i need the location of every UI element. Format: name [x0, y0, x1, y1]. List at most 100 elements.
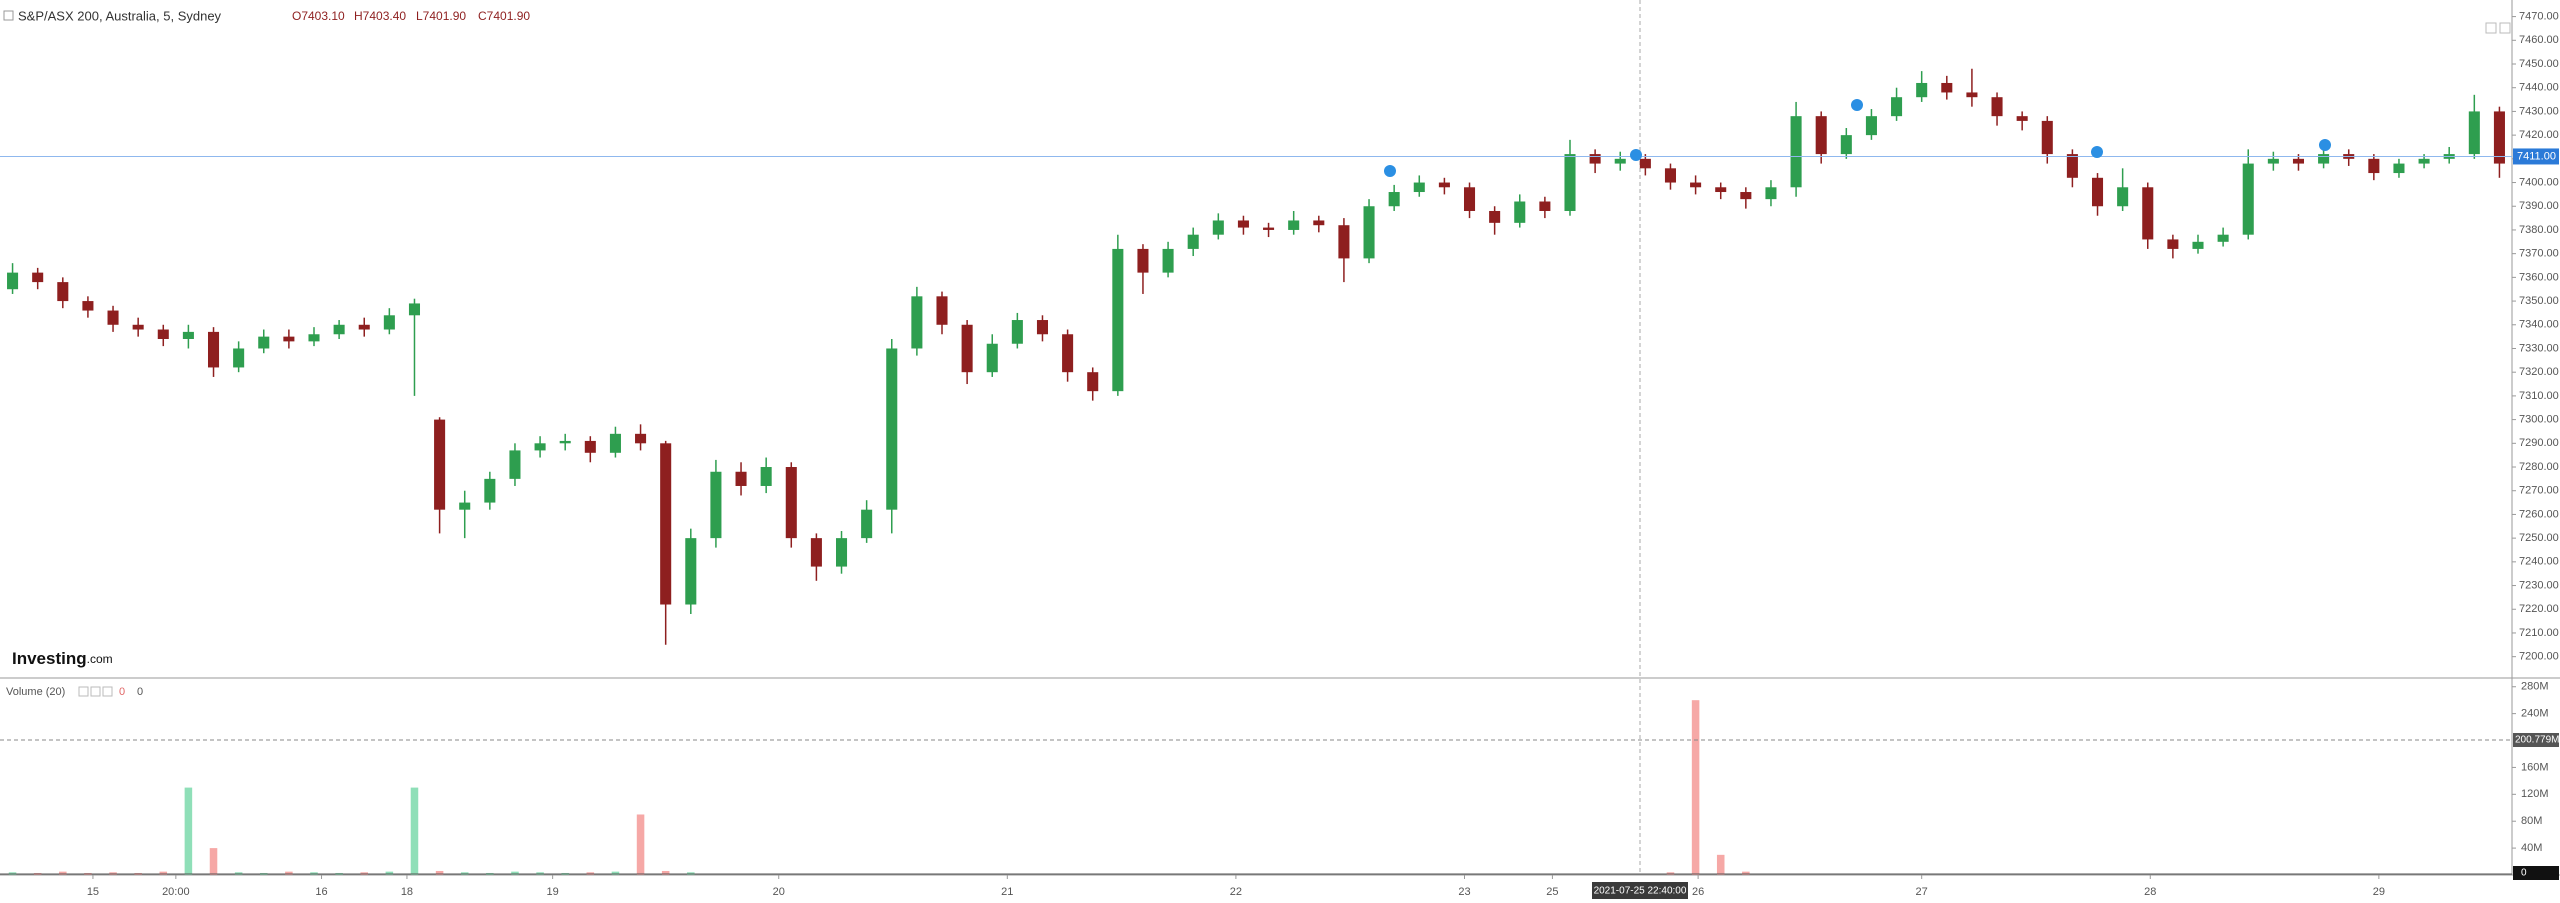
- icon[interactable]: [78, 686, 89, 697]
- candle-body: [459, 502, 471, 510]
- candle-body: [308, 334, 320, 342]
- candle-body: [1840, 135, 1852, 155]
- plot: 7200.00 7210.00 7220.00 7230.00 7240.00 7250.…: [0, 11, 2559, 898]
- collapse-icon[interactable]: [3, 10, 14, 21]
- candle-body: [1489, 210, 1501, 223]
- candle-body: [1991, 97, 2003, 117]
- x-tick-label: 25: [1546, 886, 1558, 898]
- candle-body: [1011, 320, 1023, 344]
- candle-body: [1363, 206, 1375, 259]
- news-marker[interactable]: [2319, 139, 2331, 151]
- candle-body: [2292, 158, 2305, 164]
- candle-body: [810, 538, 822, 567]
- candle-body: [333, 324, 345, 335]
- x-tick-label: 29: [2373, 886, 2385, 898]
- y-tick-label: 7430.00: [2519, 105, 2559, 117]
- icon[interactable]: [102, 686, 113, 697]
- candle-body: [2091, 177, 2104, 207]
- candle-body: [635, 433, 647, 444]
- candle-body: [1463, 187, 1476, 211]
- candle-body: [1062, 334, 1074, 373]
- candle-body: [358, 324, 370, 330]
- candle-body: [509, 450, 521, 479]
- x-tick-label: 28: [2144, 886, 2156, 898]
- candle-body: [1664, 168, 1677, 183]
- candle-body: [1564, 154, 1576, 211]
- y-tick-label: 7450.00: [2519, 58, 2559, 70]
- news-marker[interactable]: [1384, 165, 1396, 177]
- volume-bar: [159, 871, 168, 875]
- y-tick-label: 7280.00: [2519, 461, 2559, 473]
- candle-body: [1614, 158, 1626, 164]
- candle-body: [559, 440, 571, 444]
- header: S&P/ASX 200, Australia, 5, Sydney O7403.…: [3, 8, 2511, 698]
- volume-bar: [410, 787, 419, 875]
- y-tick-label: 7330.00: [2519, 342, 2559, 354]
- x-tick-label: 19: [547, 886, 559, 898]
- candle-body: [157, 329, 169, 339]
- volume-bar: [1716, 854, 1725, 875]
- news-marker[interactable]: [1851, 99, 1863, 111]
- candle-body: [1263, 227, 1275, 230]
- candle-body: [258, 336, 270, 349]
- candle-body: [861, 509, 873, 539]
- candle-body: [1589, 154, 1601, 164]
- y-tick-label: 40M: [2521, 842, 2542, 854]
- candle-body: [660, 443, 672, 605]
- candle-body: [534, 443, 546, 451]
- candle-body: [760, 467, 772, 486]
- candle-body: [2066, 154, 2078, 178]
- y-tick-label: 240M: [2521, 708, 2549, 720]
- y-tick-label: 7400.00: [2519, 176, 2559, 188]
- candle-body: [1112, 248, 1124, 392]
- icon[interactable]: [90, 686, 101, 697]
- y-tick-label: 7360.00: [2519, 271, 2559, 283]
- news-marker[interactable]: [2091, 146, 2103, 158]
- candle-body: [1036, 320, 1049, 335]
- candle-body: [886, 348, 898, 510]
- y-tick-label: 7340.00: [2519, 319, 2559, 331]
- news-marker[interactable]: [1630, 149, 1642, 161]
- icon[interactable]: [2499, 22, 2511, 34]
- y-tick-label: 7380.00: [2519, 224, 2559, 236]
- frame: [0, 0, 2560, 876]
- candle-body: [2142, 187, 2154, 240]
- candle-body: [408, 303, 421, 316]
- candle-body: [2242, 163, 2254, 235]
- candle-body: [1966, 92, 1978, 98]
- y-tick-label: 7220.00: [2519, 603, 2559, 615]
- price-label: 7411.00: [2517, 150, 2556, 162]
- candle-body: [2016, 116, 2028, 121]
- candle-body: [82, 301, 94, 311]
- candle-body: [2418, 158, 2430, 164]
- reference-label-box: [2513, 733, 2559, 748]
- y-tick-label: 7200.00: [2519, 651, 2559, 663]
- crosshair-label-text: 2021-07-25 22:40:00: [1594, 886, 1687, 897]
- y-tick-label: 7250.00: [2519, 532, 2559, 544]
- candle-body: [936, 296, 948, 325]
- candle-body: [57, 282, 69, 302]
- candle-body: [1690, 182, 1702, 188]
- volume-bar: [511, 871, 519, 875]
- candle-body: [2368, 158, 2380, 174]
- ohlc-value: C7401.90: [478, 9, 530, 23]
- logo-name: Investing: [12, 649, 87, 668]
- ohlc-legend: O7403.10 H7403.40 L7401.90 C7401.90: [292, 9, 530, 23]
- x-tick-label: 22: [1230, 886, 1242, 898]
- x-tick-label: 21: [1001, 886, 1013, 898]
- y-tick-label: 7300.00: [2519, 414, 2559, 426]
- candle-body: [2041, 120, 2053, 155]
- candle-body: [785, 467, 797, 539]
- last-value-label: 0: [2521, 868, 2527, 879]
- volume-bar: [435, 870, 444, 875]
- candle-body: [2468, 111, 2480, 155]
- candle-body: [7, 272, 19, 290]
- crosshair-label-box: [1592, 882, 1688, 899]
- volume-bar: [1691, 700, 1700, 875]
- icon[interactable]: [2485, 22, 2497, 34]
- chart-title: S&P/ASX 200, Australia, 5, Sydney: [18, 8, 222, 23]
- candle-body: [911, 296, 923, 349]
- candle-body: [2167, 239, 2179, 249]
- candle-body: [1438, 182, 1450, 188]
- x-tick-label: 18: [401, 886, 413, 898]
